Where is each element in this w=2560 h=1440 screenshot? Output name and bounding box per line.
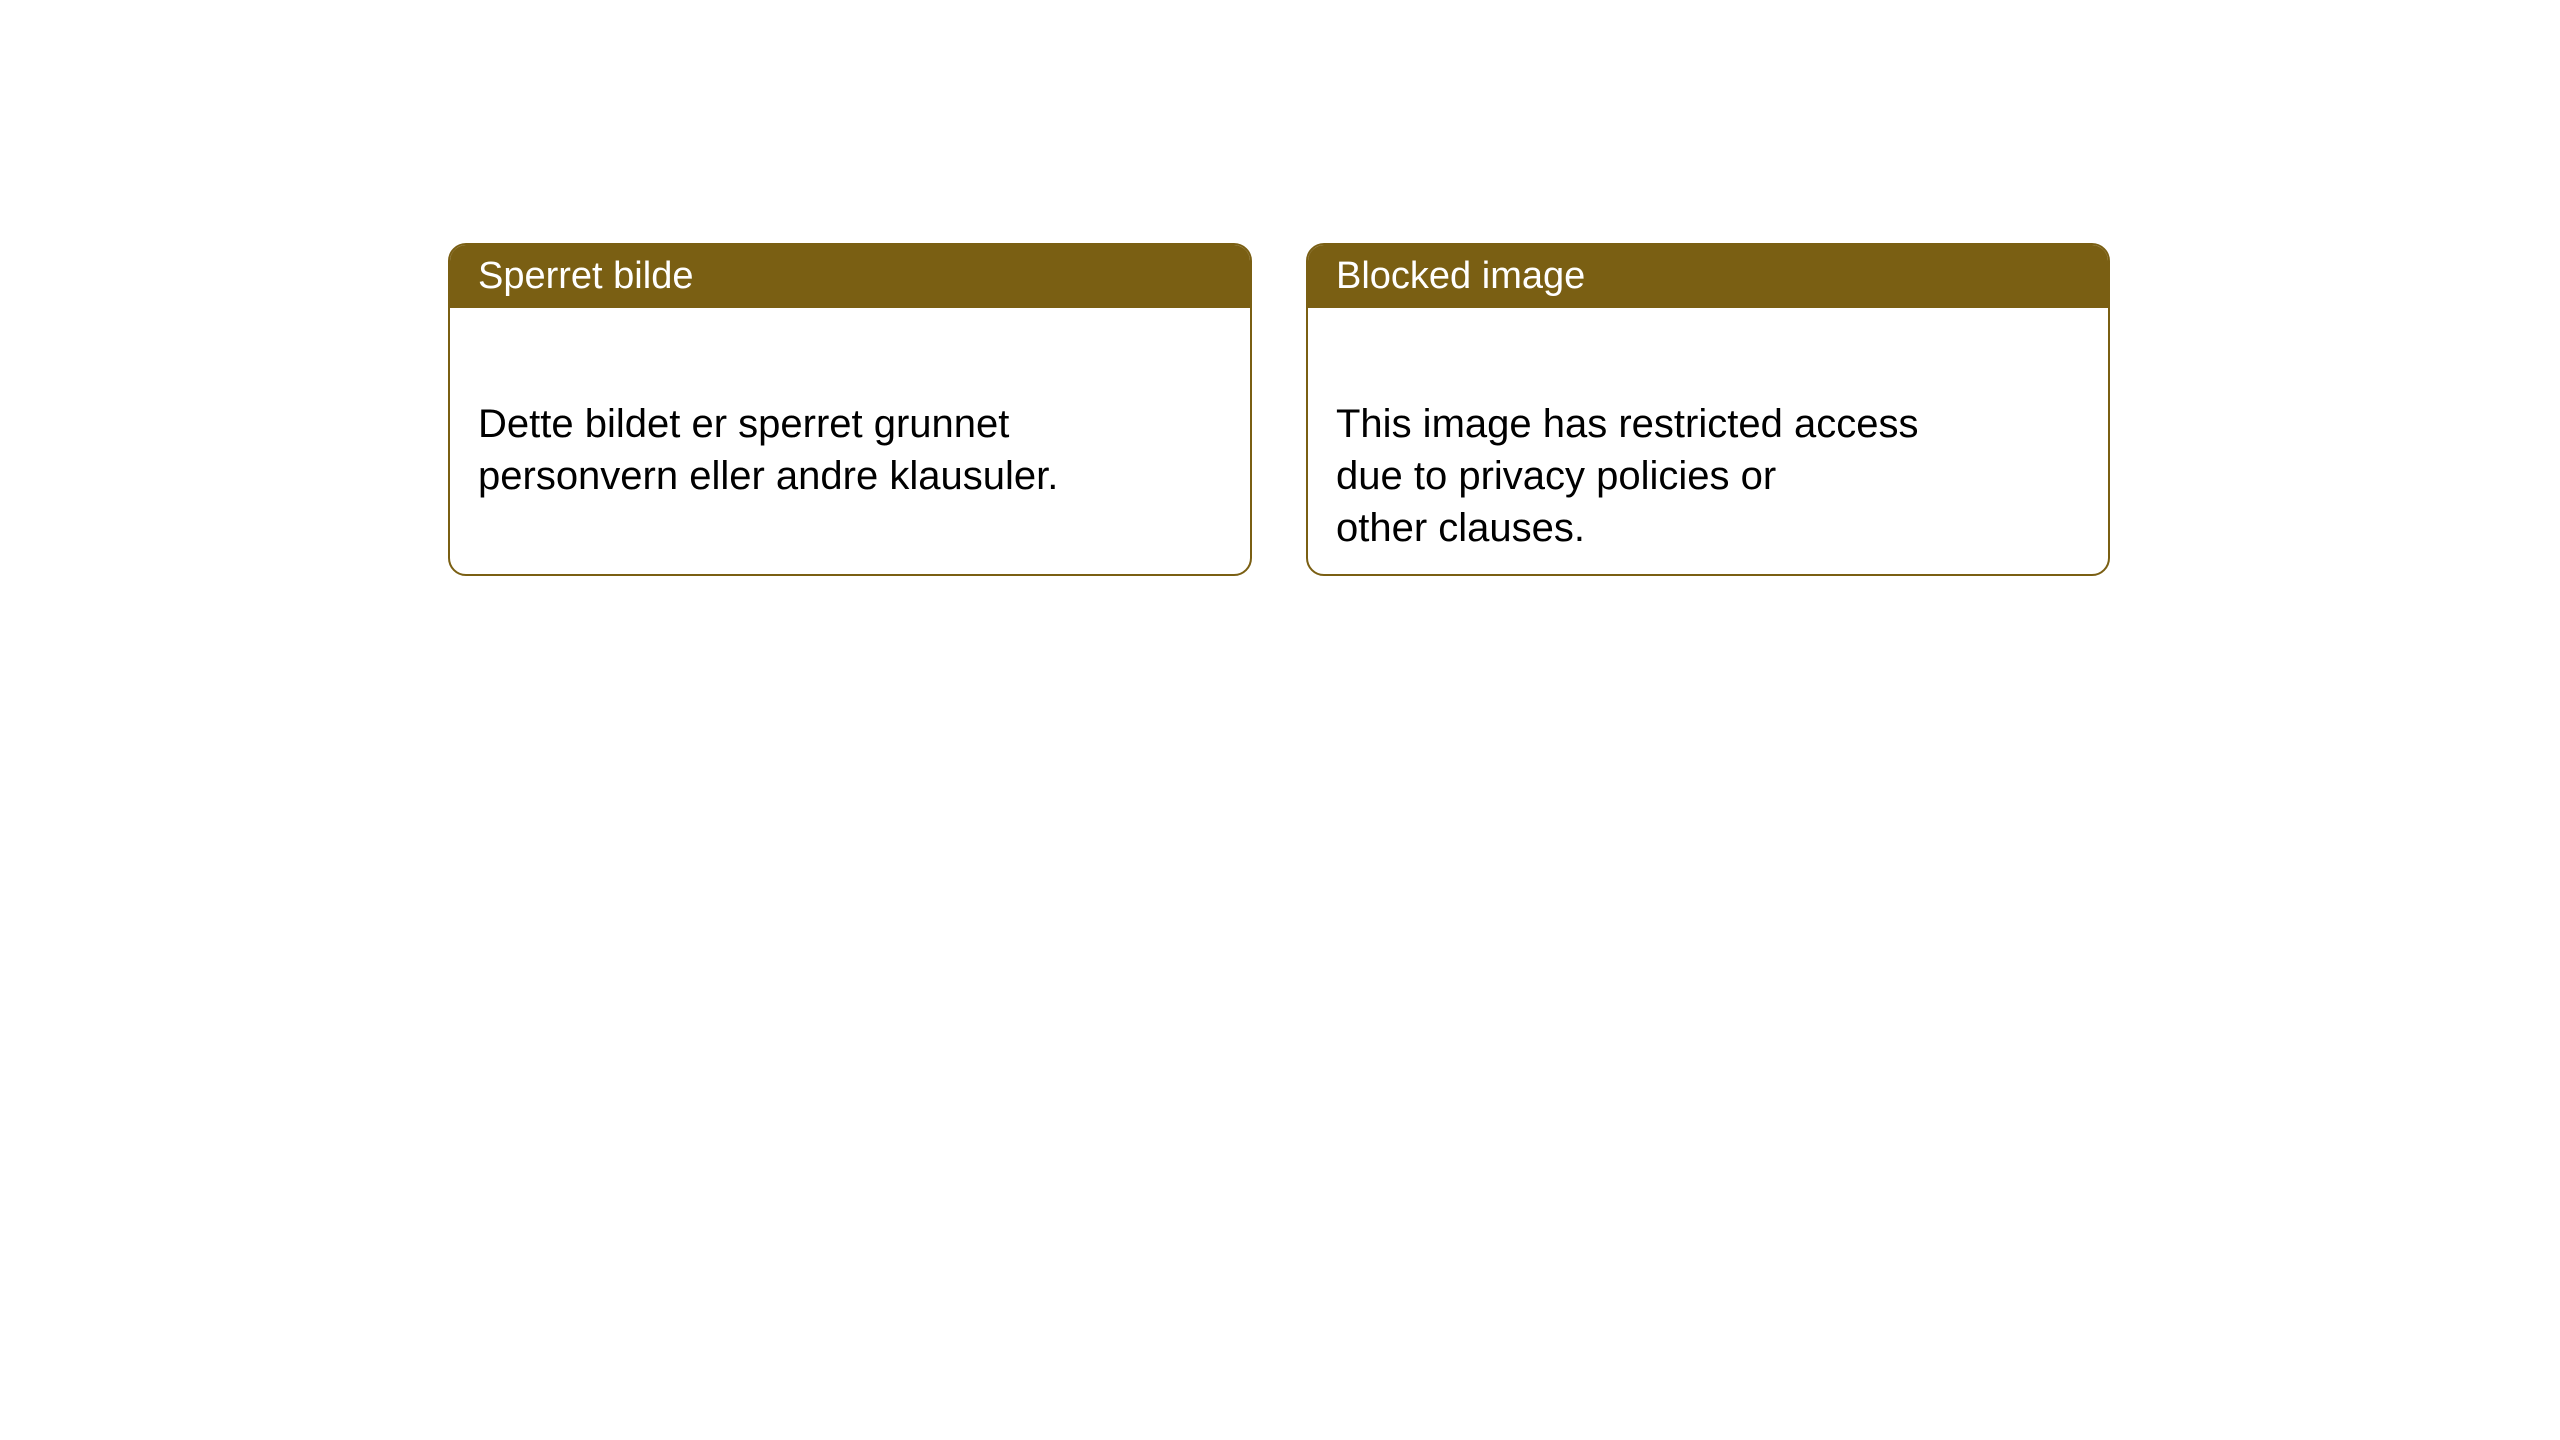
- notice-card-english: Blocked image This image has restricted …: [1306, 243, 2110, 576]
- card-body: Dette bildet er sperret grunnet personve…: [450, 308, 1250, 540]
- card-body-text: This image has restricted access due to …: [1336, 402, 1918, 550]
- notice-card-norwegian: Sperret bilde Dette bildet er sperret gr…: [448, 243, 1252, 576]
- card-header: Sperret bilde: [450, 245, 1250, 308]
- card-body: This image has restricted access due to …: [1308, 308, 2108, 576]
- card-title: Blocked image: [1336, 255, 1585, 297]
- card-body-text: Dette bildet er sperret grunnet personve…: [478, 402, 1058, 498]
- card-header: Blocked image: [1308, 245, 2108, 308]
- card-title: Sperret bilde: [478, 255, 693, 297]
- notice-container: Sperret bilde Dette bildet er sperret gr…: [0, 0, 2560, 576]
